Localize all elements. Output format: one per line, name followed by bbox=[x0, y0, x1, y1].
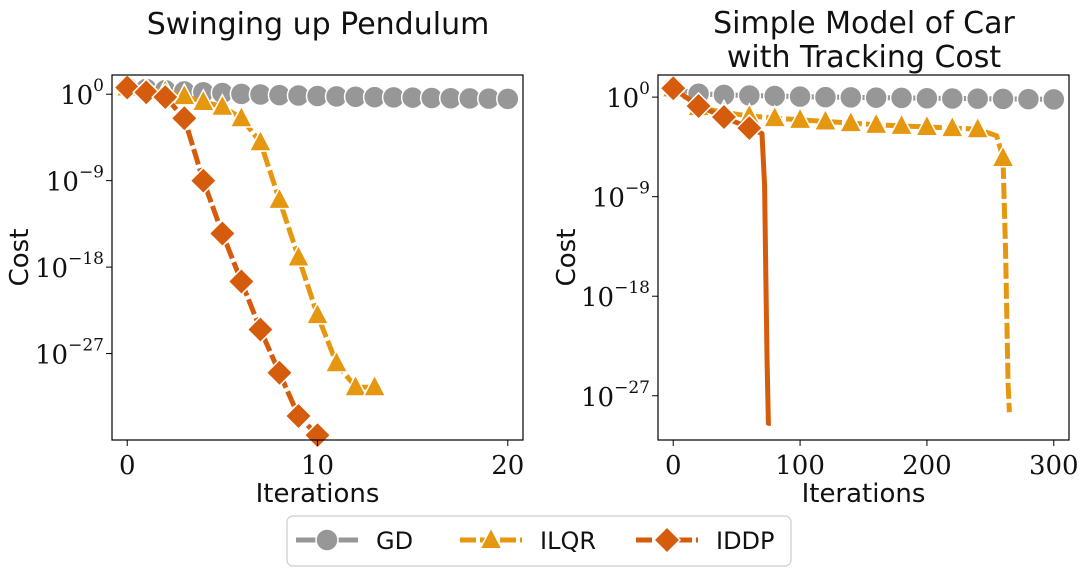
data-point-iddp bbox=[284, 401, 313, 431]
data-point-gd bbox=[889, 86, 914, 110]
y-tick-label: 10−9 bbox=[592, 179, 650, 214]
y-tick-label: 100 bbox=[606, 79, 650, 114]
chart-title: Swinging up Pendulum bbox=[147, 7, 490, 42]
x-tick-label: 0 bbox=[665, 451, 682, 481]
legend-marker-ilqr bbox=[478, 526, 504, 550]
data-point-ilqr bbox=[914, 113, 940, 137]
x-axis-label: Iterations bbox=[802, 479, 926, 509]
data-point-iddp bbox=[151, 83, 180, 112]
data-point-ilqr bbox=[267, 186, 292, 210]
data-point-ilqr bbox=[813, 107, 838, 132]
series-line-gd bbox=[672, 85, 1054, 102]
data-point-iddp bbox=[113, 73, 142, 102]
data-point-iddp bbox=[246, 315, 275, 344]
y-tick-label: 10−18 bbox=[35, 249, 104, 284]
data-point-iddp bbox=[735, 114, 764, 143]
data-point-ilqr bbox=[229, 104, 254, 128]
data-point-ilqr bbox=[787, 106, 813, 130]
data-point-iddp bbox=[265, 358, 294, 387]
legend-marker-iddp bbox=[652, 525, 682, 555]
series-line-ilqr bbox=[671, 86, 1012, 413]
y-tick-label: 10−18 bbox=[581, 278, 650, 313]
data-point-gd bbox=[965, 86, 990, 111]
data-point-gd bbox=[496, 87, 520, 111]
data-point-gd bbox=[762, 84, 787, 108]
series-line-iddp bbox=[671, 86, 771, 426]
y-tick-label: 10−27 bbox=[35, 336, 104, 371]
legend-label-iddp: IDDP bbox=[716, 527, 775, 555]
data-point-iddp bbox=[684, 91, 713, 121]
y-axis-label: Cost bbox=[552, 229, 582, 287]
x-tick-label: 20 bbox=[491, 451, 524, 481]
data-point-ilqr bbox=[305, 301, 330, 325]
data-point-ilqr bbox=[210, 92, 235, 117]
y-tick-label: 10−27 bbox=[581, 378, 650, 413]
x-tick-label: 300 bbox=[1029, 451, 1079, 481]
data-point-gd bbox=[1016, 87, 1041, 111]
data-point-iddp bbox=[659, 74, 688, 103]
data-point-ilqr bbox=[940, 114, 965, 138]
x-tick-label: 10 bbox=[301, 451, 334, 481]
data-point-iddp bbox=[227, 267, 256, 296]
data-point-ilqr bbox=[248, 128, 273, 152]
data-point-iddp bbox=[132, 78, 161, 107]
legend: GD ILQR IDDP bbox=[286, 515, 792, 567]
y-tick-label: 10−9 bbox=[46, 163, 104, 198]
data-point-ilqr bbox=[286, 243, 311, 268]
data-point-gd bbox=[915, 86, 939, 110]
legend-label-gd: GD bbox=[376, 527, 413, 555]
y-axis-label: Cost bbox=[5, 229, 35, 287]
x-tick-label: 200 bbox=[902, 451, 952, 481]
data-point-iddp bbox=[170, 104, 199, 133]
legend-label-ilqr: ILQR bbox=[540, 527, 596, 555]
data-point-gd bbox=[991, 87, 1015, 111]
x-axis-label: Iterations bbox=[256, 479, 380, 509]
data-point-ilqr bbox=[990, 144, 1016, 168]
data-point-ilqr bbox=[362, 373, 387, 397]
data-point-ilqr bbox=[343, 373, 368, 397]
data-point-ilqr bbox=[324, 349, 349, 373]
chart-title: with Tracking Cost bbox=[727, 40, 1002, 75]
data-point-gd bbox=[839, 85, 863, 110]
data-point-ilqr bbox=[863, 111, 889, 135]
data-point-iddp bbox=[208, 219, 237, 248]
data-point-ilqr bbox=[889, 112, 914, 136]
series-line-iddp bbox=[126, 85, 320, 437]
x-tick-label: 100 bbox=[775, 451, 825, 481]
data-point-ilqr bbox=[191, 88, 216, 112]
data-point-ilqr bbox=[965, 115, 990, 139]
axes-frame bbox=[657, 74, 1070, 441]
data-point-ilqr bbox=[762, 104, 787, 128]
data-point-iddp bbox=[189, 166, 218, 195]
y-tick-label: 100 bbox=[60, 76, 104, 111]
data-point-gd bbox=[788, 84, 812, 109]
axes-frame bbox=[111, 74, 524, 441]
pendulum-chart: Swinging up Pendulum 0 10 20 100 10−9 10−18 10−… bbox=[5, 7, 524, 509]
chart-title: Simple Model of Car bbox=[713, 6, 1015, 41]
legend-marker-gd bbox=[315, 528, 339, 552]
series-line-ilqr bbox=[126, 85, 375, 390]
x-tick-label: 0 bbox=[119, 451, 136, 481]
data-point-gd bbox=[813, 85, 838, 109]
data-point-iddp bbox=[303, 421, 332, 450]
data-point-iddp bbox=[709, 102, 739, 132]
data-point-ilqr bbox=[838, 109, 864, 133]
series-group bbox=[659, 74, 1066, 426]
data-point-gd bbox=[1042, 87, 1066, 112]
data-point-gd bbox=[864, 85, 888, 110]
data-point-gd bbox=[940, 86, 965, 111]
series-group bbox=[113, 73, 520, 450]
